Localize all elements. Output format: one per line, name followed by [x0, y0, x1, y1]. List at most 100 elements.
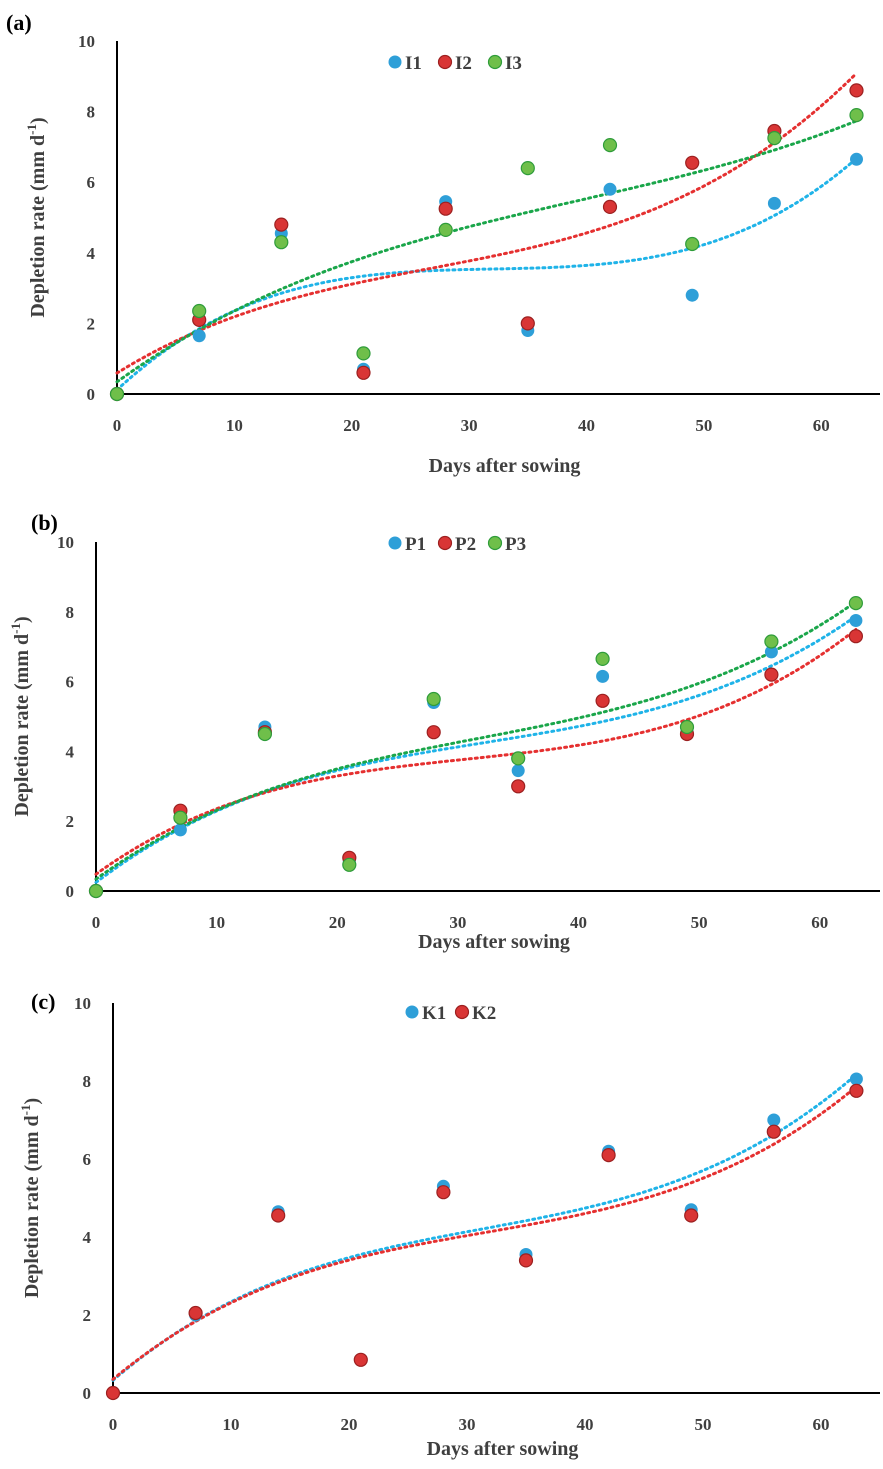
trendline-i3 [115, 119, 858, 384]
data-point-p3 [426, 691, 441, 707]
data-point-k2 [105, 1385, 121, 1401]
y-axis-title: Depletion rate (mm d-1) [24, 117, 49, 317]
x-axis-title: Days after sowing [429, 455, 581, 477]
panel-label: (c) [31, 989, 55, 1014]
y-tick-label: 2 [83, 1306, 92, 1325]
trendline-i1 [115, 156, 858, 392]
y-axis-title-close: ) [27, 117, 49, 124]
chart-panel: (b) 0 2 4 6 8 10 0 10 20 30 40 50 60 Days after sowing… [8, 510, 880, 953]
legend-marker-k2 [454, 1004, 470, 1020]
y-tick-label: 10 [74, 994, 91, 1013]
data-point-i3 [849, 107, 864, 123]
y-tick-label: 10 [78, 32, 95, 51]
data-point-p3 [342, 857, 357, 872]
y-tick-label: 0 [87, 385, 96, 404]
y-axis-title-close: ) [11, 616, 33, 623]
y-axis-title: Depletion rate (mm d-1) [8, 616, 33, 816]
x-tick-label: 20 [341, 1415, 358, 1434]
chart-panel: (a) 0 2 4 6 8 10 0 10 20 30 40 50 60 Days after sowing… [6, 10, 880, 477]
x-tick-label: 0 [92, 913, 101, 932]
trendline-p1 [94, 614, 858, 884]
data-point-p3 [511, 751, 526, 766]
trendline-k2 [111, 1085, 858, 1381]
data-point-k1 [767, 1113, 781, 1127]
y-axis-title-superscript: -1 [18, 1105, 33, 1116]
y-tick-label: 0 [66, 882, 75, 901]
x-tick-label: 50 [695, 416, 712, 435]
x-tick-label: 30 [459, 1415, 476, 1434]
data-point-p3 [88, 883, 104, 899]
legend-marker-p2 [437, 535, 453, 551]
data-point-i3 [192, 303, 207, 319]
data-point-p3 [257, 726, 272, 742]
data-point-i3 [438, 222, 453, 237]
y-tick-label: 6 [83, 1150, 92, 1169]
data-point-i1 [767, 196, 781, 210]
y-tick-label: 10 [57, 533, 74, 552]
x-tick-label: 20 [343, 416, 360, 435]
legend-label: P3 [505, 534, 526, 555]
data-point-i3 [767, 131, 782, 146]
y-axis-title-text: Depletion rate (mm d [11, 634, 33, 817]
data-point-i1 [685, 288, 699, 302]
legend-marker-i3 [487, 54, 503, 70]
legend-label: K1 [422, 1003, 446, 1024]
y-axis-title: Depletion rate (mm d-1) [18, 1098, 43, 1298]
x-tick-label: 20 [329, 913, 346, 932]
y-tick-label: 8 [66, 603, 75, 622]
y-tick-label: 0 [83, 1384, 92, 1403]
x-tick-label: 40 [578, 416, 595, 435]
trendline-p3 [94, 600, 858, 881]
x-tick-label: 30 [461, 416, 478, 435]
y-axis-title-superscript: -1 [24, 124, 39, 135]
x-axis-title: Days after sowing [427, 1438, 579, 1460]
y-tick-label: 6 [87, 173, 96, 192]
data-point-i3 [602, 138, 618, 153]
x-tick-label: 50 [695, 1415, 712, 1434]
x-tick-label: 60 [813, 416, 830, 435]
data-point-i2 [438, 201, 453, 216]
x-tick-label: 40 [570, 913, 587, 932]
legend-marker-i1 [388, 55, 402, 69]
data-point-k2 [518, 1253, 534, 1268]
x-tick-label: 10 [226, 416, 243, 435]
x-axis-title: Days after sowing [418, 931, 570, 953]
legend-marker-k1 [405, 1005, 419, 1019]
data-point-i2 [685, 155, 700, 170]
legend-label: P1 [405, 534, 426, 555]
x-tick-label: 60 [811, 913, 828, 932]
data-point-k2 [684, 1208, 699, 1223]
legend-marker-p3 [487, 535, 503, 551]
data-point-i1 [192, 329, 206, 343]
data-point-k2 [436, 1185, 451, 1200]
data-point-p3 [173, 810, 188, 825]
x-tick-label: 50 [691, 913, 708, 932]
data-point-i3 [356, 346, 371, 361]
y-tick-label: 6 [66, 673, 75, 692]
y-tick-label: 4 [87, 244, 96, 263]
chart-panel: (c) 0 2 4 6 8 10 0 10 20 30 40 50 60 Days after sowing… [18, 989, 880, 1460]
legend-label: K2 [472, 1003, 496, 1024]
x-tick-label: 30 [449, 913, 466, 932]
legend-marker-i2 [437, 54, 453, 70]
x-tick-label: 40 [577, 1415, 594, 1434]
data-point-k2 [601, 1147, 616, 1163]
data-point-i2 [849, 83, 864, 98]
data-point-p2 [764, 667, 779, 682]
data-point-i2 [602, 199, 618, 214]
data-point-i2 [274, 217, 289, 232]
data-point-p3 [848, 595, 864, 611]
data-point-i3 [274, 235, 289, 250]
data-point-k1 [849, 1072, 863, 1086]
y-axis-title-text: Depletion rate (mm d [21, 1115, 43, 1298]
data-point-p1 [849, 614, 863, 627]
trendline-i2 [115, 71, 858, 375]
data-point-p2 [595, 693, 610, 708]
data-point-k2 [188, 1305, 203, 1321]
y-tick-label: 2 [87, 314, 96, 333]
trendline-k1 [111, 1072, 858, 1382]
data-point-i1 [603, 182, 617, 196]
data-point-k2 [353, 1352, 368, 1367]
legend-label: P2 [455, 534, 476, 555]
data-point-k2 [766, 1124, 781, 1139]
